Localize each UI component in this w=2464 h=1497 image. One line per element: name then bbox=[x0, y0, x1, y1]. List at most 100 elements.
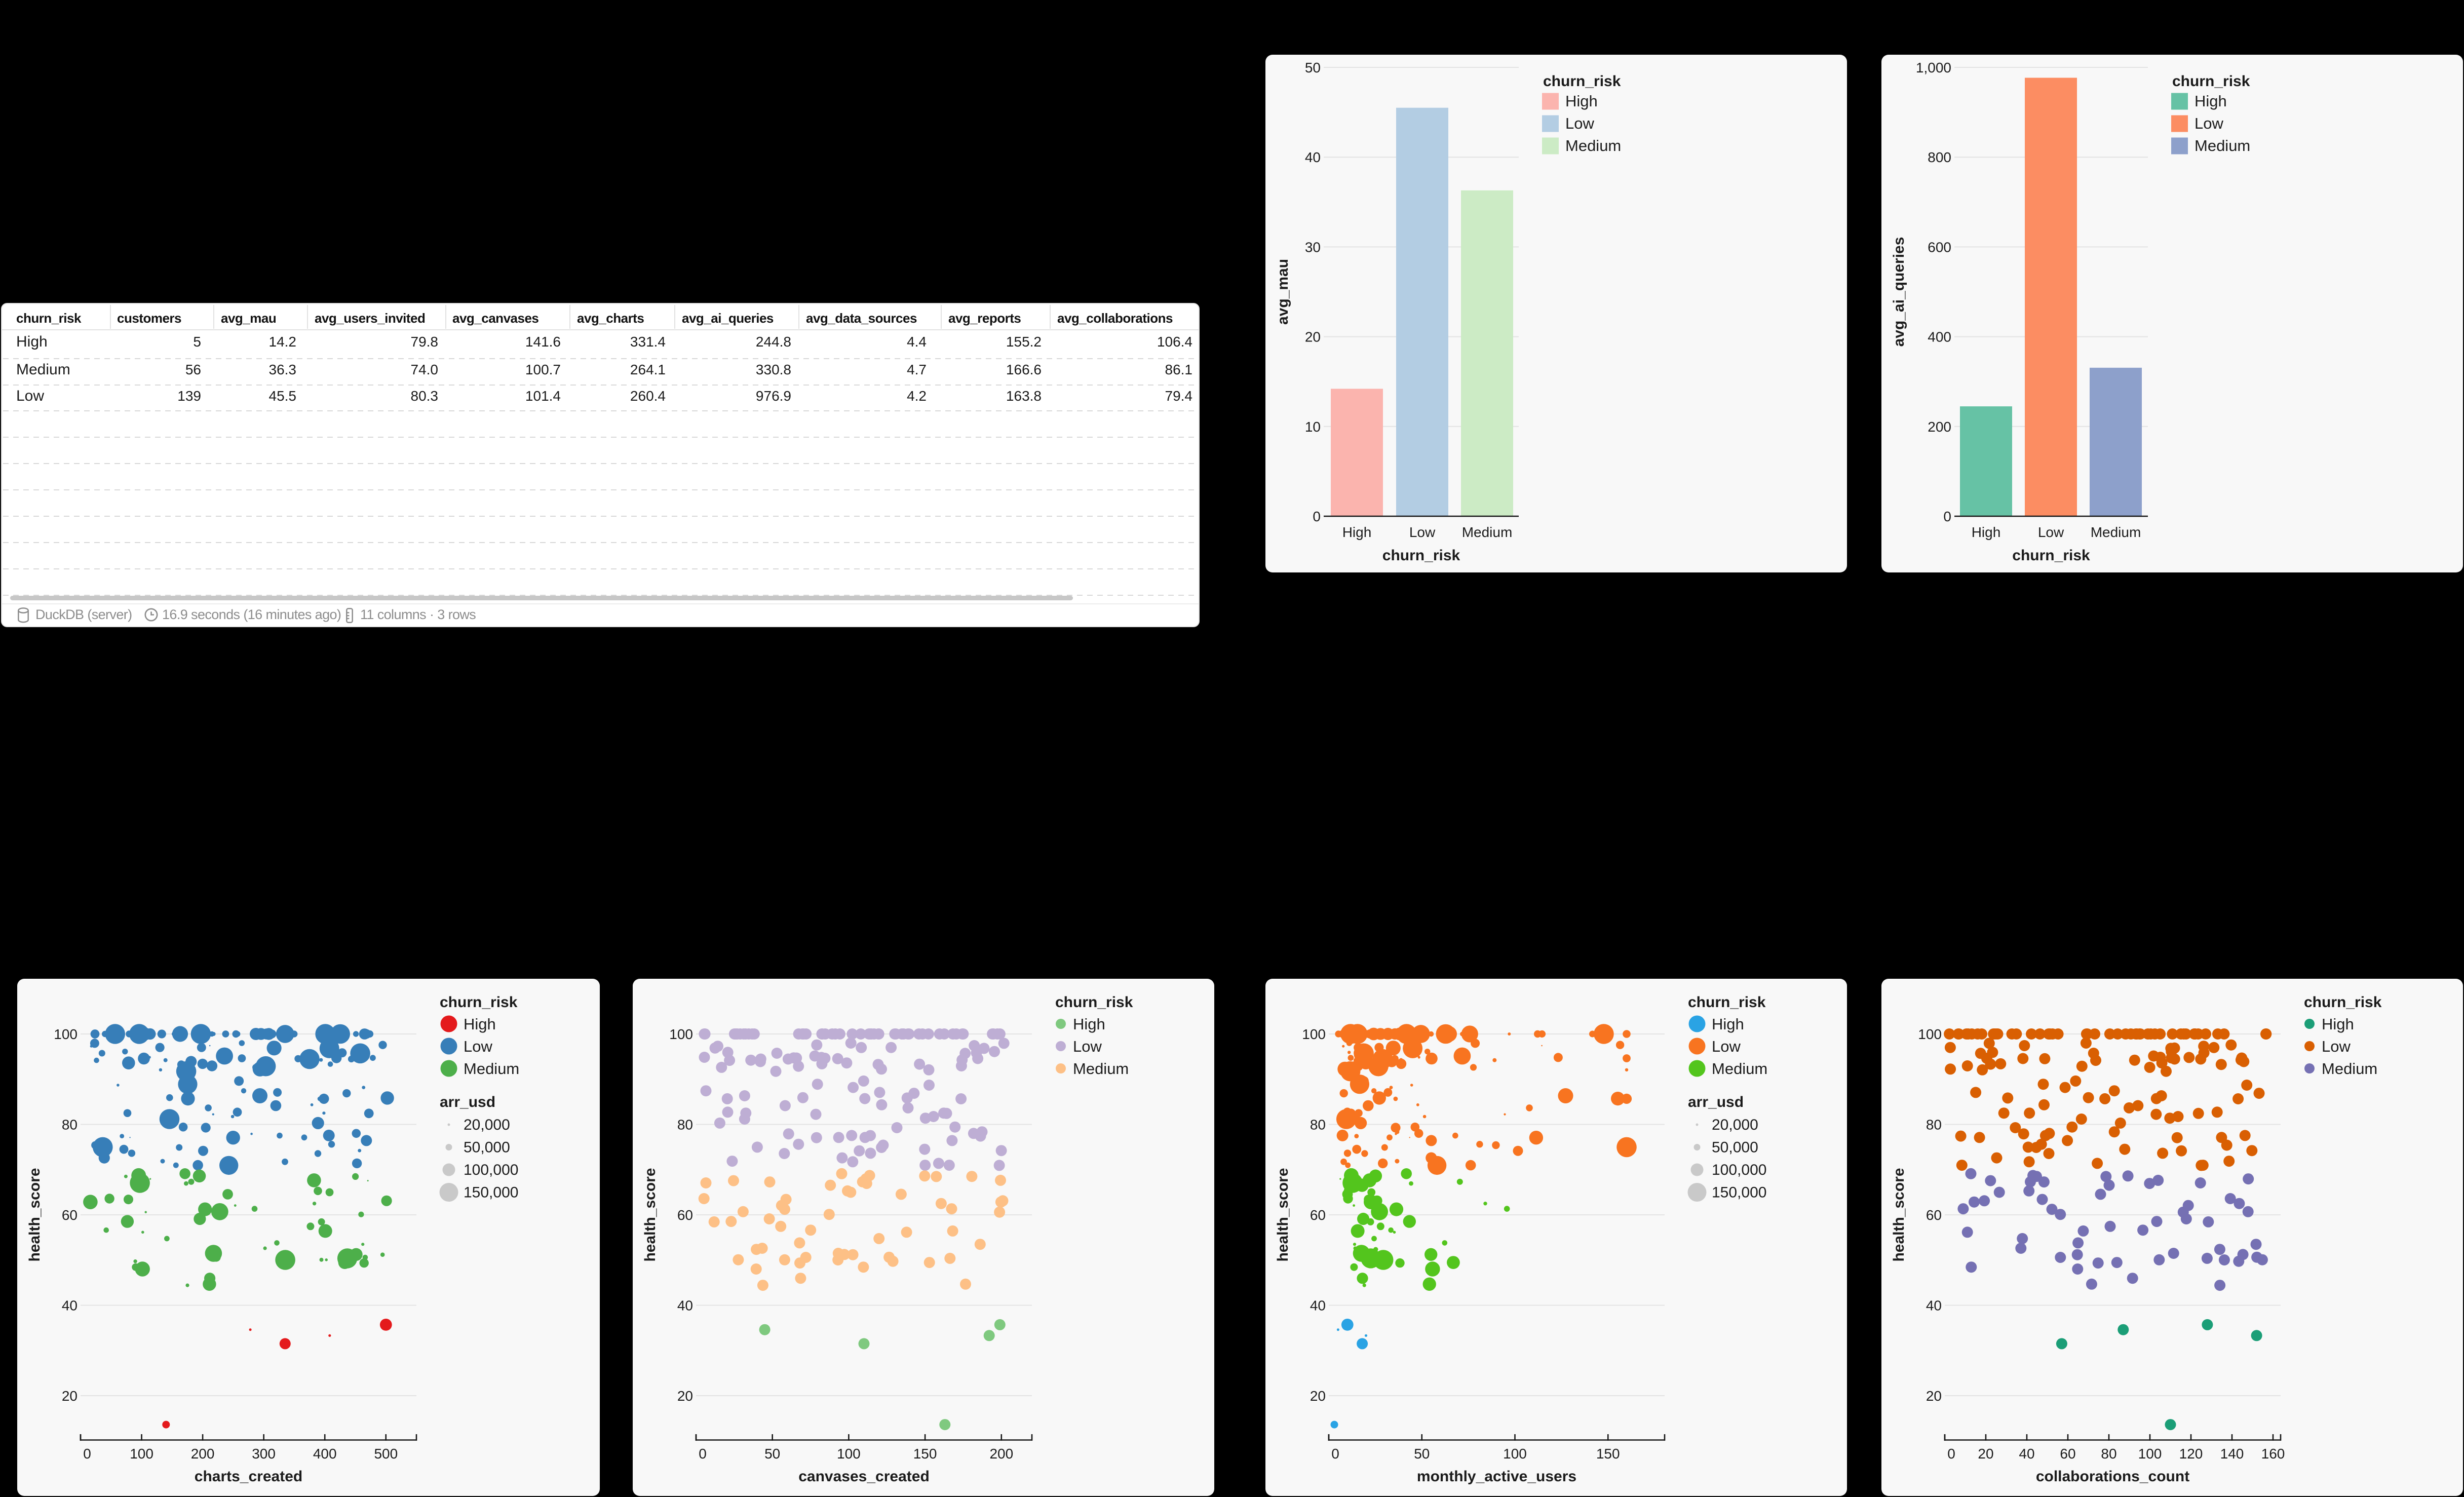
svg-text:20: 20 bbox=[1305, 329, 1321, 345]
svg-text:charts_created: charts_created bbox=[195, 1468, 302, 1485]
svg-text:50: 50 bbox=[764, 1446, 780, 1462]
svg-text:100: 100 bbox=[1503, 1446, 1527, 1462]
svg-text:80: 80 bbox=[1926, 1117, 1942, 1133]
svg-text:30: 30 bbox=[1305, 239, 1321, 255]
svg-text:0: 0 bbox=[1947, 1446, 1955, 1462]
svg-text:120: 120 bbox=[2179, 1446, 2203, 1462]
svg-text:100,000: 100,000 bbox=[1712, 1162, 1766, 1178]
svg-text:Low: Low bbox=[2322, 1038, 2351, 1055]
svg-text:High: High bbox=[1565, 92, 1598, 110]
svg-text:150: 150 bbox=[913, 1446, 937, 1462]
svg-text:Medium: Medium bbox=[1712, 1060, 1767, 1078]
svg-text:avg_ai_queries: avg_ai_queries bbox=[1891, 237, 1907, 347]
svg-text:Low: Low bbox=[1409, 524, 1436, 540]
svg-text:40: 40 bbox=[1310, 1298, 1326, 1314]
svg-text:50: 50 bbox=[1305, 60, 1321, 75]
svg-text:0: 0 bbox=[83, 1446, 91, 1462]
svg-text:100: 100 bbox=[1302, 1026, 1326, 1042]
svg-text:160: 160 bbox=[2261, 1446, 2285, 1462]
svg-text:60: 60 bbox=[677, 1207, 693, 1223]
svg-text:canvases_created: canvases_created bbox=[798, 1468, 930, 1485]
svg-text:Medium: Medium bbox=[1073, 1060, 1129, 1078]
svg-text:80: 80 bbox=[62, 1117, 78, 1133]
svg-text:140: 140 bbox=[2220, 1446, 2244, 1462]
svg-text:health_score: health_score bbox=[642, 1168, 659, 1261]
svg-text:600: 600 bbox=[1928, 239, 1951, 255]
svg-text:health_score: health_score bbox=[1891, 1168, 1907, 1261]
svg-text:20,000: 20,000 bbox=[1712, 1117, 1758, 1133]
svg-text:60: 60 bbox=[2060, 1446, 2075, 1462]
svg-text:High: High bbox=[1972, 524, 2001, 540]
svg-text:churn_risk: churn_risk bbox=[440, 994, 518, 1011]
svg-text:health_score: health_score bbox=[1275, 1168, 1291, 1261]
svg-text:monthly_active_users: monthly_active_users bbox=[1417, 1468, 1576, 1485]
svg-text:100: 100 bbox=[130, 1446, 153, 1462]
svg-text:100: 100 bbox=[54, 1026, 78, 1042]
svg-text:20: 20 bbox=[1978, 1446, 1993, 1462]
svg-text:400: 400 bbox=[313, 1446, 337, 1462]
svg-text:High: High bbox=[2194, 92, 2227, 110]
svg-text:20: 20 bbox=[62, 1388, 78, 1404]
svg-text:churn_risk: churn_risk bbox=[1543, 73, 1621, 90]
svg-text:20: 20 bbox=[677, 1388, 693, 1404]
svg-text:Low: Low bbox=[1073, 1038, 1102, 1055]
svg-text:Medium: Medium bbox=[2322, 1060, 2377, 1078]
svg-text:100: 100 bbox=[837, 1446, 861, 1462]
svg-text:300: 300 bbox=[252, 1446, 276, 1462]
svg-text:health_score: health_score bbox=[26, 1168, 43, 1261]
svg-text:150,000: 150,000 bbox=[1712, 1184, 1766, 1201]
svg-text:Medium: Medium bbox=[1462, 524, 1513, 540]
svg-text:High: High bbox=[2322, 1015, 2354, 1033]
svg-text:churn_risk: churn_risk bbox=[2304, 994, 2382, 1011]
svg-text:churn_risk: churn_risk bbox=[2012, 547, 2090, 564]
svg-text:100: 100 bbox=[2138, 1446, 2162, 1462]
svg-text:Medium: Medium bbox=[464, 1060, 519, 1078]
svg-text:High: High bbox=[1342, 524, 1372, 540]
svg-text:40: 40 bbox=[677, 1298, 693, 1314]
svg-text:500: 500 bbox=[374, 1446, 398, 1462]
svg-text:High: High bbox=[1712, 1015, 1744, 1033]
svg-text:60: 60 bbox=[1926, 1207, 1942, 1223]
svg-text:400: 400 bbox=[1928, 329, 1951, 345]
svg-text:Low: Low bbox=[1712, 1038, 1741, 1055]
svg-text:40: 40 bbox=[62, 1298, 78, 1314]
svg-text:60: 60 bbox=[62, 1207, 78, 1223]
svg-text:1,000: 1,000 bbox=[1916, 60, 1951, 75]
svg-text:40: 40 bbox=[1926, 1298, 1942, 1314]
svg-text:churn_risk: churn_risk bbox=[1688, 994, 1766, 1011]
svg-text:80: 80 bbox=[1310, 1117, 1326, 1133]
svg-text:150,000: 150,000 bbox=[464, 1184, 518, 1201]
svg-text:Low: Low bbox=[2038, 524, 2064, 540]
svg-text:0: 0 bbox=[1313, 509, 1321, 524]
svg-text:40: 40 bbox=[2019, 1446, 2034, 1462]
svg-text:20,000: 20,000 bbox=[464, 1117, 510, 1133]
svg-text:arr_usd: arr_usd bbox=[1688, 1094, 1744, 1110]
svg-text:Low: Low bbox=[464, 1038, 492, 1055]
svg-text:200: 200 bbox=[989, 1446, 1013, 1462]
svg-text:0: 0 bbox=[1943, 509, 1951, 524]
svg-text:20: 20 bbox=[1310, 1388, 1326, 1404]
svg-text:50,000: 50,000 bbox=[464, 1139, 510, 1156]
svg-text:Low: Low bbox=[2194, 114, 2223, 132]
svg-text:200: 200 bbox=[191, 1446, 215, 1462]
svg-text:0: 0 bbox=[699, 1446, 707, 1462]
svg-text:20: 20 bbox=[1926, 1388, 1942, 1404]
svg-text:100,000: 100,000 bbox=[464, 1162, 518, 1178]
svg-text:Medium: Medium bbox=[1565, 137, 1621, 155]
svg-text:High: High bbox=[464, 1015, 496, 1033]
svg-text:10: 10 bbox=[1305, 419, 1321, 435]
svg-text:50: 50 bbox=[1414, 1446, 1430, 1462]
svg-text:Medium: Medium bbox=[2091, 524, 2141, 540]
svg-text:80: 80 bbox=[677, 1117, 693, 1133]
svg-text:50,000: 50,000 bbox=[1712, 1139, 1758, 1156]
svg-text:arr_usd: arr_usd bbox=[440, 1094, 495, 1110]
svg-text:800: 800 bbox=[1928, 149, 1951, 165]
svg-text:collaborations_count: collaborations_count bbox=[2036, 1468, 2189, 1485]
svg-text:150: 150 bbox=[1596, 1446, 1620, 1462]
svg-text:60: 60 bbox=[1310, 1207, 1326, 1223]
svg-text:100: 100 bbox=[1918, 1026, 1942, 1042]
svg-text:avg_mau: avg_mau bbox=[1275, 259, 1291, 325]
svg-text:Low: Low bbox=[1565, 114, 1594, 132]
svg-text:churn_risk: churn_risk bbox=[2172, 73, 2250, 90]
svg-text:200: 200 bbox=[1928, 419, 1951, 435]
